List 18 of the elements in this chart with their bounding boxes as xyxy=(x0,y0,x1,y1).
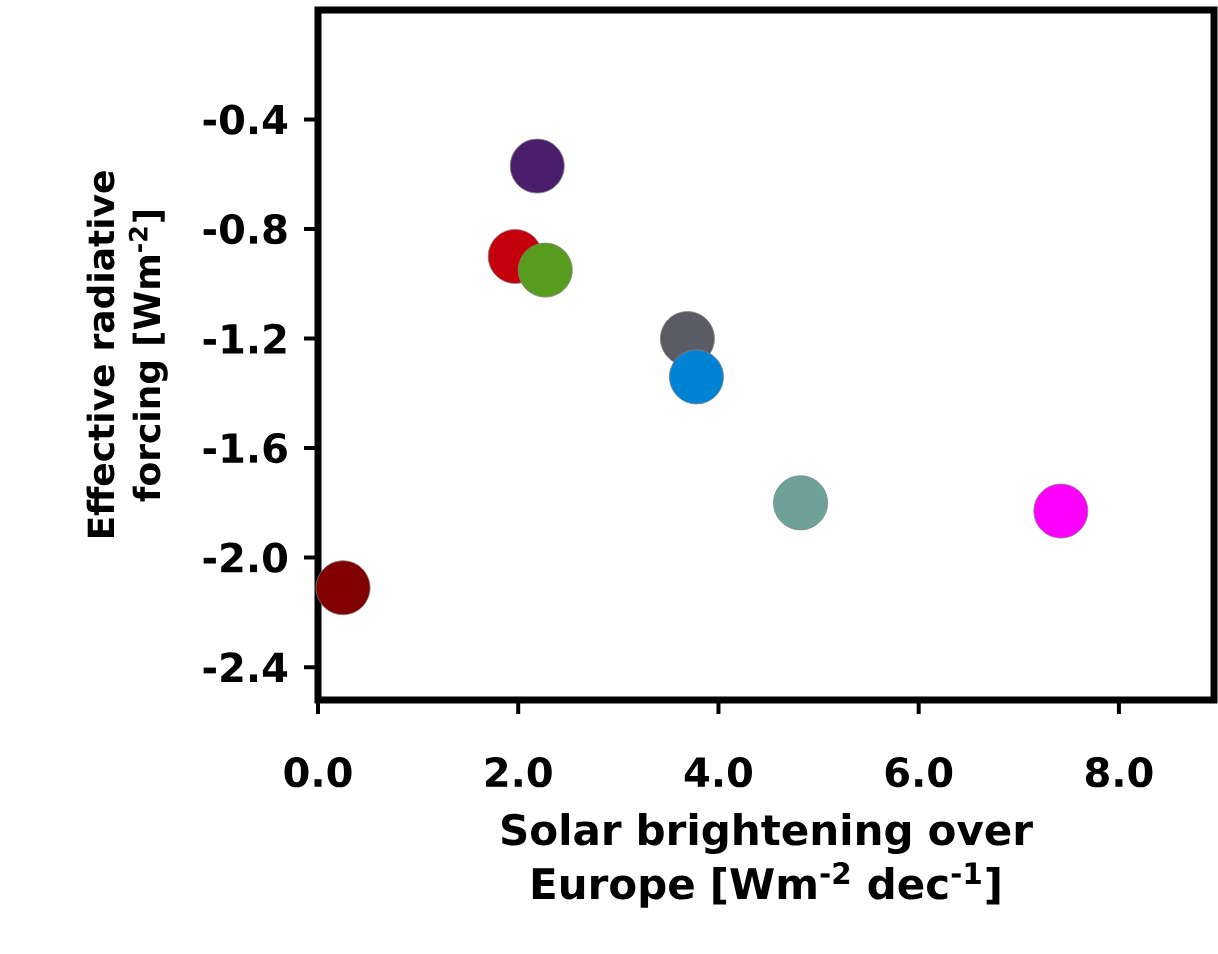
x-axis-title: Solar brightening over Europe [Wm$^{-2}$ dec$^{-1}$] xyxy=(502,813,1033,908)
point xyxy=(773,475,828,531)
y-tick-label: -0.4 xyxy=(203,104,288,135)
x-tick-label: 6.0 xyxy=(885,757,953,788)
x-tick-label: 0.0 xyxy=(284,757,352,788)
point xyxy=(1033,483,1089,539)
y-tick-label: -2.0 xyxy=(203,542,288,573)
point xyxy=(315,560,371,616)
y-tick-label: -0.8 xyxy=(203,213,287,245)
point xyxy=(509,138,565,194)
x-tick-label: 2.0 xyxy=(485,757,552,788)
x-tick-label: 4.0 xyxy=(684,757,752,788)
x-tick-label: 8.0 xyxy=(1085,757,1153,788)
y-tick-label: -1.6 xyxy=(203,432,287,464)
y-tick-label: -1.2 xyxy=(203,323,286,354)
point xyxy=(517,242,573,298)
y-tick-label: -2.4 xyxy=(203,652,288,682)
point xyxy=(669,349,724,405)
